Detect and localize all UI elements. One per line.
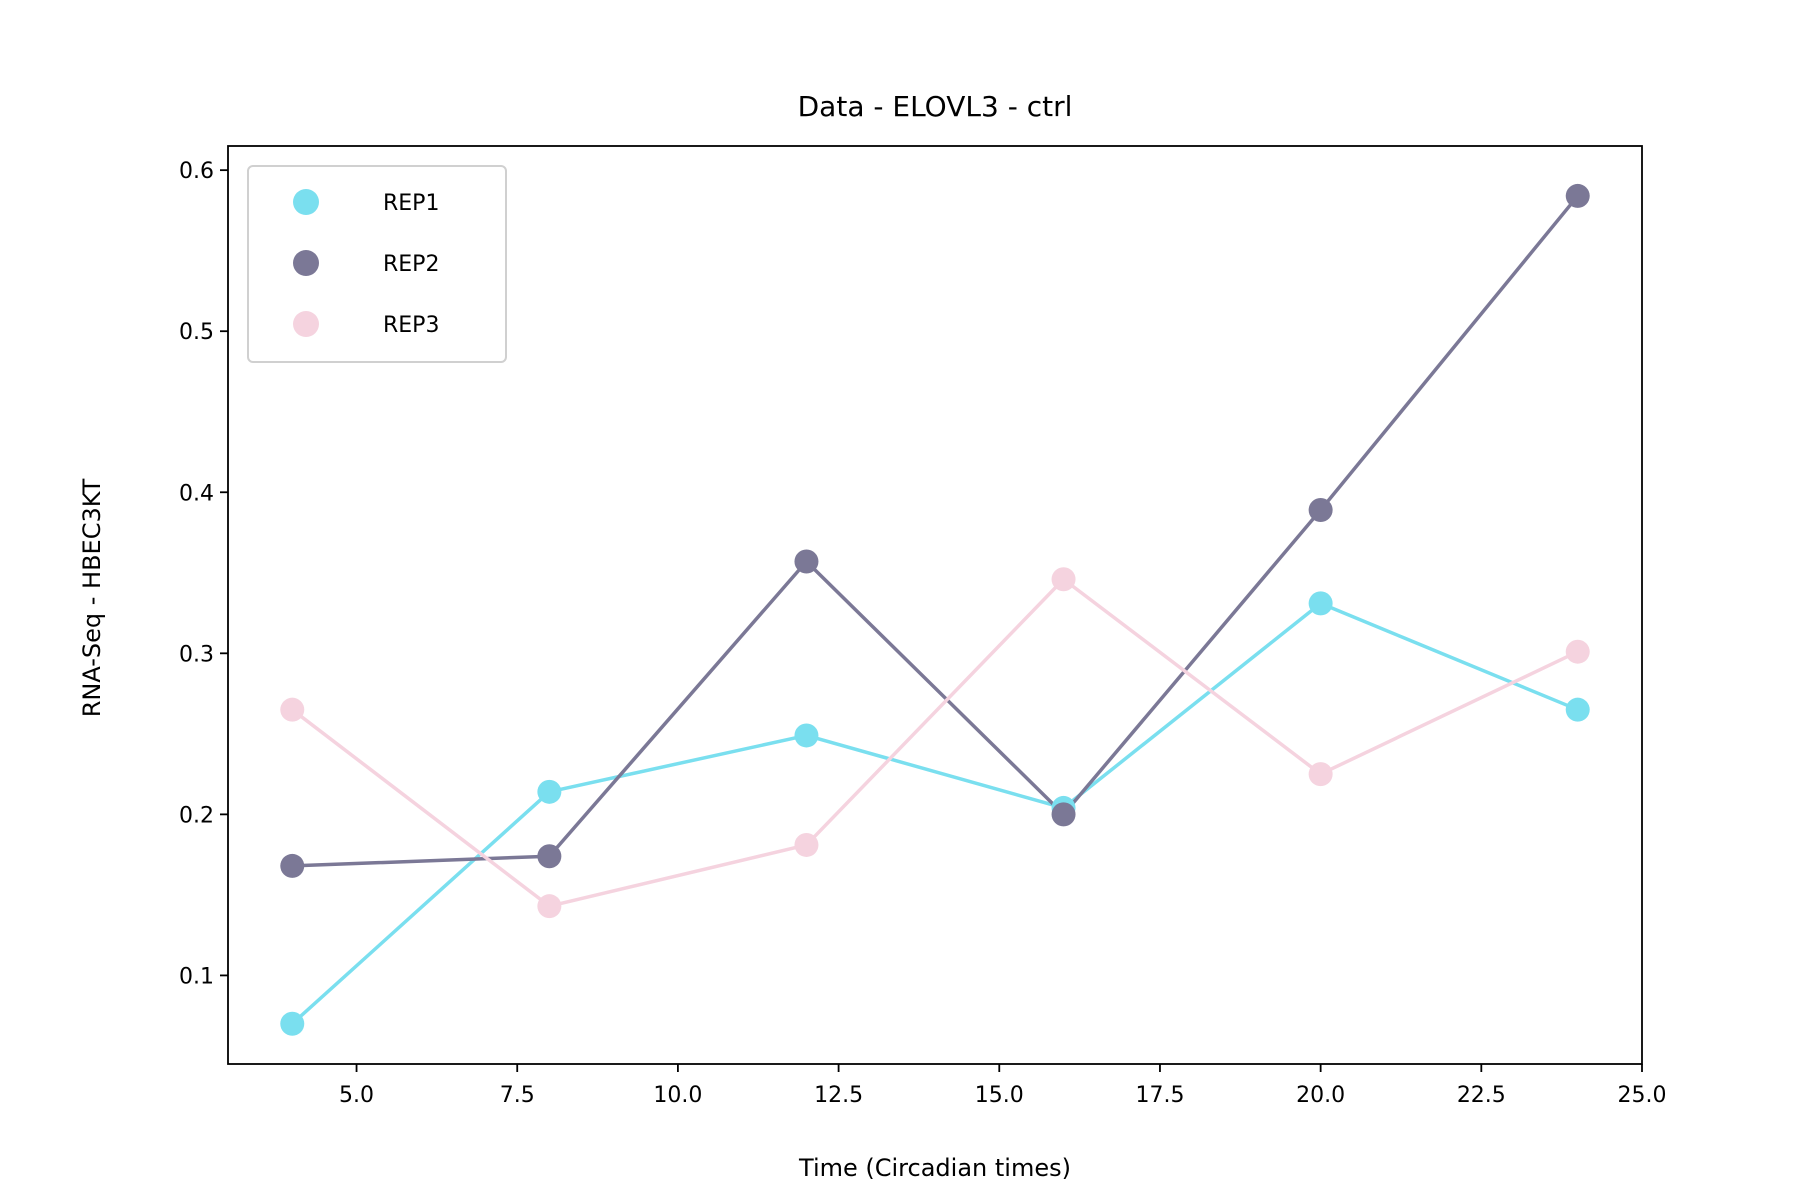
x-tick-label: 7.5: [500, 1083, 535, 1108]
series-line-rep2: [290, 194, 1580, 868]
data-point-rep1: [1565, 697, 1590, 722]
chart-title: Data - ELOVL3 - ctrl: [798, 90, 1073, 123]
data-point-rep3: [1051, 567, 1076, 592]
legend-marker: [293, 250, 319, 276]
legend-label: REP1: [383, 191, 439, 216]
legend-marker: [293, 189, 319, 215]
x-tick-label: 12.5: [814, 1083, 863, 1108]
legend-label: REP2: [383, 252, 439, 277]
data-point-rep3: [1565, 639, 1590, 664]
x-tick-label: 20.0: [1296, 1083, 1345, 1108]
series-line-rep1: [290, 601, 1580, 1026]
y-tick-label: 0.4: [179, 481, 214, 506]
x-tick-label: 15.0: [975, 1083, 1024, 1108]
data-point-rep2: [280, 853, 305, 878]
data-point-rep2: [1051, 802, 1076, 827]
x-tick-label: 17.5: [1135, 1083, 1184, 1108]
series-line-rep3: [290, 577, 1580, 908]
legend: REP1 REP2 REP3: [247, 165, 507, 363]
y-tick-label: 0.3: [179, 642, 214, 667]
x-axis: 5.0 7.5 10.0 12.5 15.0 17.5 20.0 22.5 25.0: [339, 1064, 1666, 1108]
data-point-rep3: [280, 697, 305, 722]
plot-frame: [227, 145, 1643, 1065]
x-tick-label: 5.0: [339, 1083, 374, 1108]
legend-box: [247, 165, 507, 363]
y-tick-label: 0.6: [179, 159, 214, 184]
x-tick-label: 25.0: [1618, 1083, 1667, 1108]
data-point-rep2: [794, 549, 819, 574]
legend-label: REP3: [383, 313, 439, 338]
data-point-rep3: [537, 894, 562, 919]
plot-area: [280, 183, 1590, 1036]
y-tick-label: 0.2: [179, 803, 214, 828]
y-axis-label: RNA-Seq - HBEC3KT: [78, 478, 106, 717]
x-tick-label: 10.0: [653, 1083, 702, 1108]
data-point-rep3: [1308, 762, 1333, 787]
y-axis: 0.1 0.2 0.3 0.4 0.5 0.6: [179, 159, 228, 989]
y-tick-label: 0.1: [179, 964, 214, 989]
data-point-rep1: [537, 779, 562, 804]
data-point-rep1: [794, 723, 819, 748]
data-point-rep1: [1308, 591, 1333, 616]
data-point-rep2: [537, 844, 562, 869]
y-tick-label: 0.5: [179, 320, 214, 345]
data-point-rep3: [794, 832, 819, 857]
data-point-rep1: [280, 1011, 305, 1036]
data-point-rep2: [1565, 183, 1590, 208]
data-point-rep2: [1308, 497, 1333, 522]
legend-marker: [293, 311, 319, 337]
x-tick-label: 22.5: [1457, 1083, 1506, 1108]
x-axis-label: Time (Circadian times): [798, 1154, 1071, 1182]
